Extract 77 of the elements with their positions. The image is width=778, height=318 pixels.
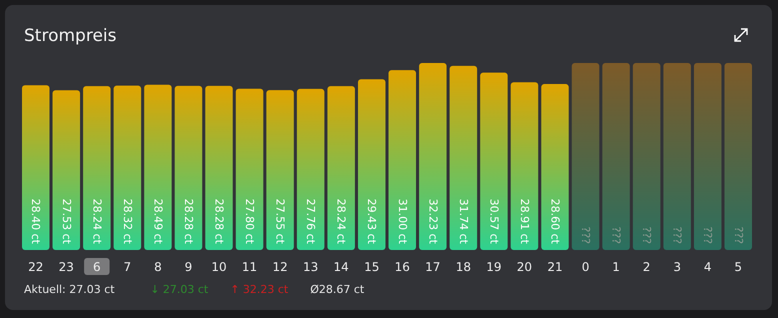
data-label: ???	[610, 226, 623, 244]
x-tick-label: 8	[154, 260, 162, 274]
data-label: 30.57 ct	[487, 198, 500, 245]
data-label: 28.28 ct	[182, 198, 195, 245]
bar	[174, 86, 202, 250]
bar	[52, 90, 80, 250]
bar	[83, 86, 111, 250]
x-tick-label: 1	[612, 260, 620, 274]
data-label: 28.60 ct	[548, 198, 562, 245]
bar	[266, 90, 294, 250]
bar	[236, 88, 264, 250]
data-label: 31.74 ct	[456, 198, 470, 245]
data-label: ???	[640, 226, 654, 244]
data-label: 27.53 ct	[60, 198, 73, 245]
bar	[480, 72, 508, 250]
x-tick-label: 10	[211, 260, 227, 274]
bar	[327, 86, 355, 250]
x-tick-label: 21	[547, 260, 563, 274]
x-tick-label: 23	[58, 260, 74, 274]
bar	[450, 66, 478, 250]
bar	[419, 63, 447, 250]
bar	[296, 88, 324, 250]
data-label: ???	[670, 226, 684, 244]
text: Aktuell: 27.03 ct	[24, 283, 116, 296]
bar	[632, 63, 660, 250]
data-label: 28.28 ct	[212, 198, 226, 245]
bar	[663, 63, 691, 250]
data-label: 28.49 ct	[151, 198, 164, 245]
bar	[541, 84, 569, 250]
x-tick-label: 22	[28, 260, 44, 274]
x-tick-label: 20	[516, 260, 532, 274]
x-tick-label: 3	[673, 260, 681, 274]
x-tick-label: 2	[642, 260, 650, 274]
x-tick-label: 12	[272, 260, 288, 274]
x-tick-label: 0	[582, 260, 590, 274]
data-label: ???	[701, 226, 714, 244]
bar	[358, 79, 386, 250]
x-tick-label: 9	[184, 260, 192, 274]
x-tick-label: 11	[242, 260, 258, 274]
data-label: 27.80 ct	[243, 198, 256, 245]
x-tick-label: 4	[704, 260, 712, 274]
x-tick-label: 16	[394, 260, 410, 274]
bar	[144, 84, 172, 250]
bar	[510, 82, 538, 250]
data-label: 28.24 ct	[334, 198, 348, 245]
data-label: 28.32 ct	[120, 198, 134, 245]
data-label: 28.24 ct	[90, 198, 104, 245]
data-label: 28.91 ct	[518, 198, 531, 245]
data-label: 29.43 ct	[365, 198, 378, 245]
data-label: 32.23 ct	[426, 198, 440, 245]
chart-title: Strompreis	[24, 26, 117, 46]
data-label: 31.00 ct	[396, 198, 409, 245]
data-label: 28.40 ct	[29, 198, 42, 245]
x-tick-label: 5	[734, 260, 742, 274]
bar	[724, 63, 752, 250]
bar	[388, 70, 416, 250]
data-label: 27.55 ct	[274, 198, 287, 245]
bar	[22, 85, 50, 250]
x-tick-label: 17	[425, 260, 440, 274]
x-tick-label: 6	[93, 260, 101, 274]
x-tick-label: 7	[124, 260, 132, 274]
x-tick-label: 19	[486, 260, 502, 274]
x-tick-label: 13	[303, 260, 318, 274]
bar	[572, 63, 600, 250]
x-tick-label: 15	[364, 260, 380, 274]
text: ↓ 27.03 ct	[150, 283, 209, 296]
data-label: ???	[579, 226, 592, 244]
data-label: ???	[732, 226, 745, 244]
x-tick-label: 14	[334, 260, 349, 274]
bar	[205, 86, 233, 250]
text: ↑ 32.23 ct	[230, 283, 289, 296]
bar	[694, 63, 722, 250]
data-label: 27.76 ct	[304, 198, 318, 245]
bar	[114, 86, 142, 250]
text: Ø28.67 ct	[310, 283, 365, 296]
x-tick-label: 18	[456, 260, 471, 274]
bar	[602, 63, 630, 250]
